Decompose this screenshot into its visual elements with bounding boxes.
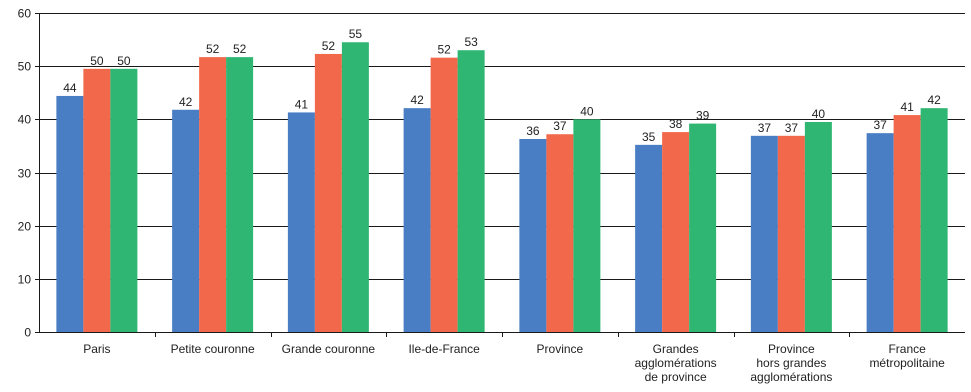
x-category-label-line: agglomérations [635, 356, 717, 370]
y-tick-label: 0 [24, 326, 31, 340]
y-tick-label: 20 [18, 220, 32, 234]
bar-s1-c4 [403, 108, 431, 332]
data-label: 37 [758, 121, 772, 135]
data-label: 42 [927, 93, 941, 107]
data-label: 37 [873, 118, 887, 132]
y-tick-label: 10 [18, 273, 32, 287]
data-label: 37 [785, 121, 799, 135]
bar-s2-c6 [662, 132, 690, 332]
x-category-label: Grande couronne [282, 342, 376, 356]
data-label: 35 [642, 130, 656, 144]
x-category-label-line: métropolitaine [869, 356, 945, 370]
bar-s2-c7 [777, 135, 805, 332]
bar-s3-c4 [457, 50, 485, 332]
bar-s3-c3 [341, 42, 369, 332]
data-label: 50 [90, 54, 104, 68]
bar-s1-c5 [519, 139, 547, 332]
x-category-label: Province [537, 342, 584, 356]
bar-s1-c3 [287, 112, 315, 333]
x-category-label: Ile-de-France [408, 342, 480, 356]
x-category-label: Province hors grandes agglomérations [750, 342, 832, 384]
y-tick-label: 60 [18, 7, 32, 21]
x-category-label: Petite couronne [171, 342, 255, 356]
bar-s2-c5 [546, 134, 574, 332]
bar-s3-c1 [110, 68, 138, 332]
data-label: 40 [580, 104, 594, 118]
data-label: 42 [179, 95, 193, 109]
y-tick-label: 30 [18, 167, 32, 181]
y-tick-label: 50 [18, 60, 32, 74]
x-category-label-line: Province [768, 342, 815, 356]
y-tick-label: 40 [18, 113, 32, 127]
data-label: 40 [812, 107, 826, 121]
bars [56, 42, 948, 333]
x-category-label-line: Grande couronne [282, 342, 376, 356]
bar-s2-c4 [430, 57, 458, 332]
data-label: 53 [464, 35, 478, 49]
x-category-label-line: Petite couronne [171, 342, 255, 356]
x-category-label: Grandes agglomérations de province [635, 342, 717, 384]
bar-s1-c1 [56, 95, 84, 332]
x-category-label-line: agglomérations [750, 370, 832, 384]
data-label: 39 [696, 109, 710, 123]
data-label: 42 [410, 93, 424, 107]
data-label: 55 [349, 27, 363, 41]
bar-s1-c7 [750, 135, 778, 332]
x-axis: Paris Petite couronne Grande couronne Ile-d… [39, 332, 965, 384]
x-category-label-line: Province [537, 342, 584, 356]
x-category-label: France métropolitaine [869, 342, 945, 370]
data-label: 37 [553, 119, 567, 133]
data-label: 41 [900, 100, 914, 114]
x-category-label-line: Paris [83, 342, 110, 356]
data-label: 36 [526, 124, 540, 138]
data-label: 38 [669, 117, 683, 131]
bar-s2-c1 [83, 68, 111, 332]
x-category-label-line: Ile-de-France [408, 342, 480, 356]
data-label: 52 [206, 42, 220, 56]
data-label: 44 [63, 81, 77, 95]
bar-s1-c8 [866, 133, 894, 332]
bar-s1-c2 [172, 109, 200, 332]
bar-s2-c3 [314, 53, 342, 333]
bar-s3-c6 [689, 123, 717, 332]
y-axis: 0 10 20 30 40 50 60 [18, 7, 40, 340]
bar-s1-c6 [635, 144, 663, 332]
bar-s3-c5 [573, 119, 601, 332]
data-labels: 44 50 50 42 52 52 41 52 55 42 52 53 36 37 40 35 38 39 37 37… [63, 27, 941, 144]
x-category-label-line: France [888, 342, 926, 356]
bar-s3-c7 [804, 121, 832, 332]
data-label: 41 [295, 97, 309, 111]
x-category-label-line: hors grandes [756, 356, 826, 370]
data-label: 50 [117, 54, 131, 68]
bar-s3-c2 [226, 57, 254, 333]
x-category-label: Paris [83, 342, 110, 356]
bar-s2-c2 [199, 57, 227, 333]
x-category-label-line: Grandes [653, 342, 699, 356]
x-category-label-line: de province [645, 370, 707, 384]
data-label: 52 [322, 39, 336, 53]
data-label: 52 [437, 43, 451, 57]
data-label: 52 [233, 42, 247, 56]
bar-s3-c8 [920, 108, 948, 332]
bar-s2-c8 [893, 115, 921, 332]
